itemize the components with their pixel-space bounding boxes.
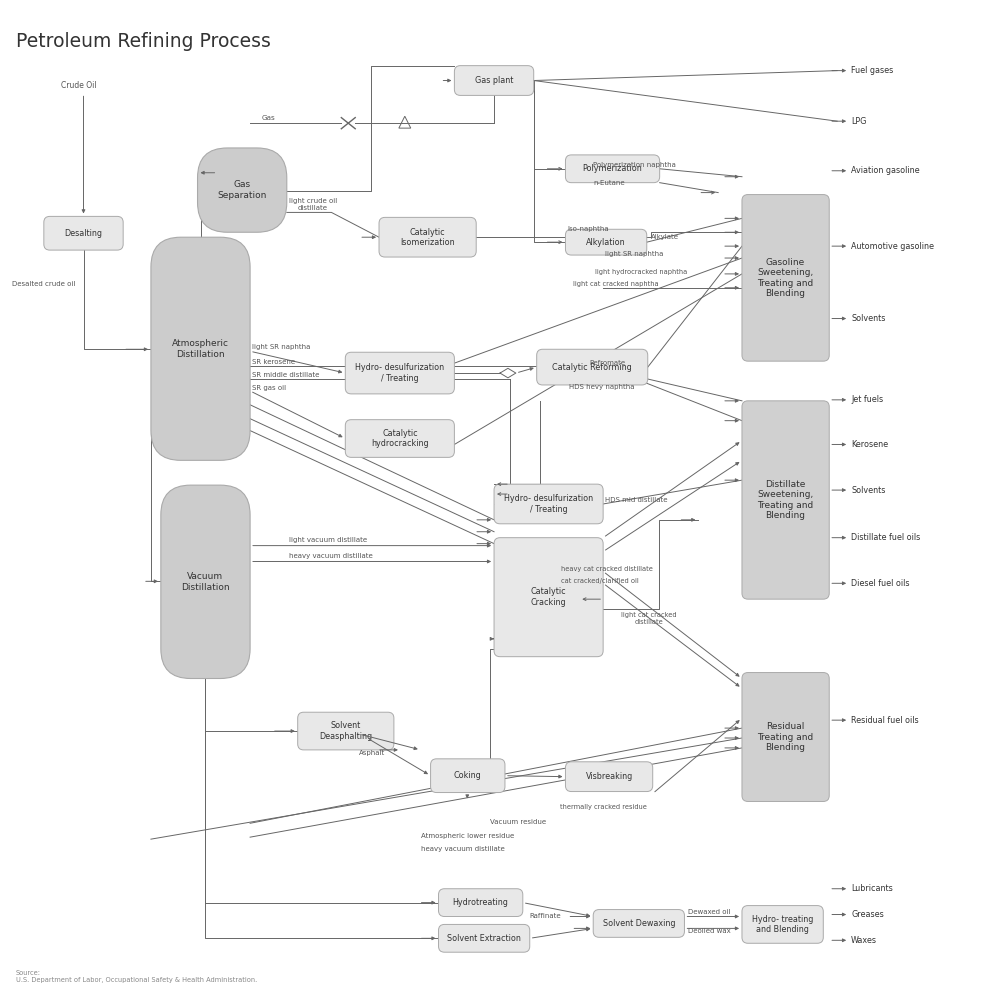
Text: Desalted crude oil: Desalted crude oil xyxy=(12,281,75,287)
Text: Hydro- desulfurization
/ Treating: Hydro- desulfurization / Treating xyxy=(504,494,593,514)
Text: light cat cracked
distillate: light cat cracked distillate xyxy=(621,612,677,626)
Text: Residual
Treating and
Blending: Residual Treating and Blending xyxy=(757,722,814,752)
Text: Vacuum
Distillation: Vacuum Distillation xyxy=(181,572,230,592)
Text: Hydro- desulfurization
/ Treating: Hydro- desulfurization / Treating xyxy=(355,363,444,383)
Text: light vacuum distillate: light vacuum distillate xyxy=(289,537,367,543)
FancyBboxPatch shape xyxy=(565,155,660,183)
Text: cat cracked/clarified oil: cat cracked/clarified oil xyxy=(561,578,639,584)
FancyBboxPatch shape xyxy=(161,485,250,678)
FancyBboxPatch shape xyxy=(537,349,648,385)
Text: Hydro- treating
and Blending: Hydro- treating and Blending xyxy=(752,915,813,934)
Text: Hydrotreating: Hydrotreating xyxy=(453,898,509,907)
Text: Waxes: Waxes xyxy=(851,936,877,945)
Text: Residual fuel oils: Residual fuel oils xyxy=(851,716,919,725)
Text: Alkylate: Alkylate xyxy=(651,234,679,240)
Text: Distillate
Sweetening,
Treating and
Blending: Distillate Sweetening, Treating and Blen… xyxy=(757,480,814,520)
Text: Polymerization naphtha: Polymerization naphtha xyxy=(593,162,676,168)
Text: HDS hevy naphtha: HDS hevy naphtha xyxy=(569,384,635,390)
Text: Crude Oil: Crude Oil xyxy=(61,81,96,90)
Text: HDS mid distillate: HDS mid distillate xyxy=(605,497,668,503)
Text: Solvent Dewaxing: Solvent Dewaxing xyxy=(603,919,675,928)
Text: Solvents: Solvents xyxy=(851,314,885,323)
FancyBboxPatch shape xyxy=(565,762,653,792)
Text: SR gas oil: SR gas oil xyxy=(252,385,286,391)
Text: Catalytic
Cracking: Catalytic Cracking xyxy=(531,587,566,607)
Text: Polymerization: Polymerization xyxy=(583,164,642,173)
Text: Lubricants: Lubricants xyxy=(851,884,893,893)
Text: Distillate fuel oils: Distillate fuel oils xyxy=(851,533,920,542)
Text: Petroleum Refining Process: Petroleum Refining Process xyxy=(16,32,271,51)
FancyBboxPatch shape xyxy=(454,66,534,95)
Text: Dewaxed oil: Dewaxed oil xyxy=(688,909,731,915)
Text: Gas
Separation: Gas Separation xyxy=(217,180,267,200)
Text: Visbreaking: Visbreaking xyxy=(585,772,633,781)
FancyBboxPatch shape xyxy=(44,216,123,250)
Text: light crude oil
distillate: light crude oil distillate xyxy=(289,198,337,211)
Text: Source:
U.S. Department of Labor, Occupational Safety & Health Administration.: Source: U.S. Department of Labor, Occupa… xyxy=(16,970,257,983)
FancyBboxPatch shape xyxy=(439,924,530,952)
FancyBboxPatch shape xyxy=(742,673,829,801)
Text: light hydrocracked naphtha: light hydrocracked naphtha xyxy=(595,269,687,275)
Text: Solvent Extraction: Solvent Extraction xyxy=(447,934,521,943)
Text: Desalting: Desalting xyxy=(65,229,103,238)
FancyBboxPatch shape xyxy=(379,217,476,257)
FancyBboxPatch shape xyxy=(298,712,394,750)
FancyBboxPatch shape xyxy=(431,759,505,793)
Text: Deoiled wax: Deoiled wax xyxy=(688,928,731,934)
Text: Kerosene: Kerosene xyxy=(851,440,888,449)
Text: Atmospheric
Distillation: Atmospheric Distillation xyxy=(172,339,229,359)
Text: heavy vacuum distillate: heavy vacuum distillate xyxy=(289,553,373,559)
Text: light cat cracked naphtha: light cat cracked naphtha xyxy=(573,281,659,287)
FancyBboxPatch shape xyxy=(439,889,523,916)
FancyBboxPatch shape xyxy=(593,910,684,937)
Text: light SR naphtha: light SR naphtha xyxy=(605,251,663,257)
Text: Gas plant: Gas plant xyxy=(475,76,513,85)
Text: Diesel fuel oils: Diesel fuel oils xyxy=(851,579,910,588)
Text: heavy vacuum distillate: heavy vacuum distillate xyxy=(421,846,504,852)
FancyBboxPatch shape xyxy=(742,195,829,361)
Text: Refromate: Refromate xyxy=(589,360,625,366)
FancyBboxPatch shape xyxy=(494,538,603,657)
FancyBboxPatch shape xyxy=(198,148,287,232)
Text: LPG: LPG xyxy=(851,117,866,126)
Text: Gas: Gas xyxy=(262,115,276,121)
Text: Atmospheric lower residue: Atmospheric lower residue xyxy=(421,833,514,839)
Text: n-Eutane: n-Eutane xyxy=(593,180,625,186)
Text: Vacuum residue: Vacuum residue xyxy=(490,819,546,825)
Text: Catalytic Reforming: Catalytic Reforming xyxy=(552,363,632,372)
Text: light SR naphtha: light SR naphtha xyxy=(252,344,310,350)
FancyBboxPatch shape xyxy=(742,906,823,943)
Text: Jet fuels: Jet fuels xyxy=(851,395,883,404)
FancyBboxPatch shape xyxy=(565,229,647,255)
Text: thermally cracked residue: thermally cracked residue xyxy=(560,804,646,810)
Text: SR middle distillate: SR middle distillate xyxy=(252,372,319,378)
FancyBboxPatch shape xyxy=(494,484,603,524)
Text: Catalytic
Isomerization: Catalytic Isomerization xyxy=(400,228,455,247)
Text: Iso-naphtha: Iso-naphtha xyxy=(567,226,609,232)
FancyBboxPatch shape xyxy=(742,401,829,599)
Text: Alkylation: Alkylation xyxy=(586,238,626,247)
Text: Greases: Greases xyxy=(851,910,884,919)
FancyBboxPatch shape xyxy=(345,420,454,457)
Text: Asphalt: Asphalt xyxy=(359,750,385,756)
Text: Solvents: Solvents xyxy=(851,486,885,495)
Text: Solvent
Deasphalting: Solvent Deasphalting xyxy=(319,721,372,741)
FancyBboxPatch shape xyxy=(151,237,250,460)
FancyBboxPatch shape xyxy=(345,352,454,394)
Text: Fuel gases: Fuel gases xyxy=(851,66,893,75)
Text: Catalytic
hydrocracking: Catalytic hydrocracking xyxy=(371,429,429,448)
Text: SR kerosene: SR kerosene xyxy=(252,359,295,365)
Text: Raffinate: Raffinate xyxy=(530,914,561,920)
Text: Aviation gasoline: Aviation gasoline xyxy=(851,166,920,175)
Text: Gasoline
Sweetening,
Treating and
Blending: Gasoline Sweetening, Treating and Blendi… xyxy=(757,258,814,298)
Text: Coking: Coking xyxy=(454,771,482,780)
Text: Automotive gasoline: Automotive gasoline xyxy=(851,242,934,251)
Text: heavy cat cracked distillate: heavy cat cracked distillate xyxy=(561,566,653,572)
